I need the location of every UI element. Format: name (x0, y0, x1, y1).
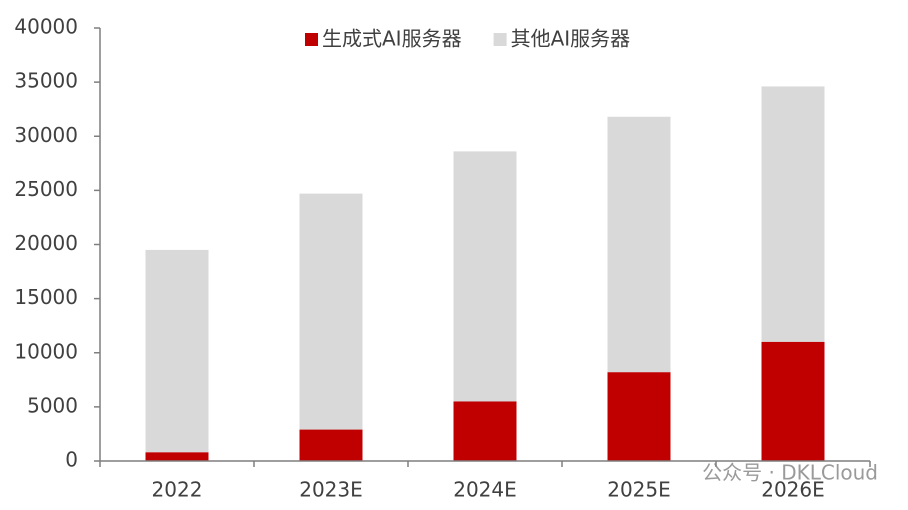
bar-segment (607, 372, 671, 461)
legend-label: 生成式AI服务器 (322, 27, 462, 51)
bar-segment (145, 249, 209, 453)
bar-segment (607, 116, 671, 373)
x-tick-label: 2024E (453, 478, 517, 502)
x-tick-label: 2023E (299, 478, 363, 502)
legend-swatch (493, 33, 507, 46)
y-tick-label: 0 (65, 448, 78, 472)
y-tick-label: 20000 (14, 231, 78, 255)
y-tick-label: 35000 (14, 69, 78, 93)
bar-segment (299, 429, 363, 461)
bar-segment (145, 452, 209, 461)
y-tick-label: 15000 (14, 285, 78, 309)
bar-segment (299, 193, 363, 430)
y-tick-label: 5000 (27, 393, 78, 417)
bar-segment (761, 86, 825, 342)
watermark: 公众号 · DKLCloud (702, 461, 878, 485)
y-tick-label: 10000 (14, 339, 78, 363)
legend-swatch (305, 33, 318, 46)
legend-label: 其他AI服务器 (511, 27, 631, 51)
x-tick-label: 2026E (761, 478, 825, 502)
x-tick-label: 2022 (152, 478, 203, 502)
y-tick-label: 30000 (14, 123, 78, 147)
y-tick-label: 40000 (14, 15, 78, 39)
x-tick-label: 2025E (607, 478, 671, 502)
bar-segment (761, 341, 825, 461)
y-tick-label: 25000 (14, 177, 78, 201)
bar-segment (453, 401, 517, 461)
bar-segment (453, 151, 517, 402)
